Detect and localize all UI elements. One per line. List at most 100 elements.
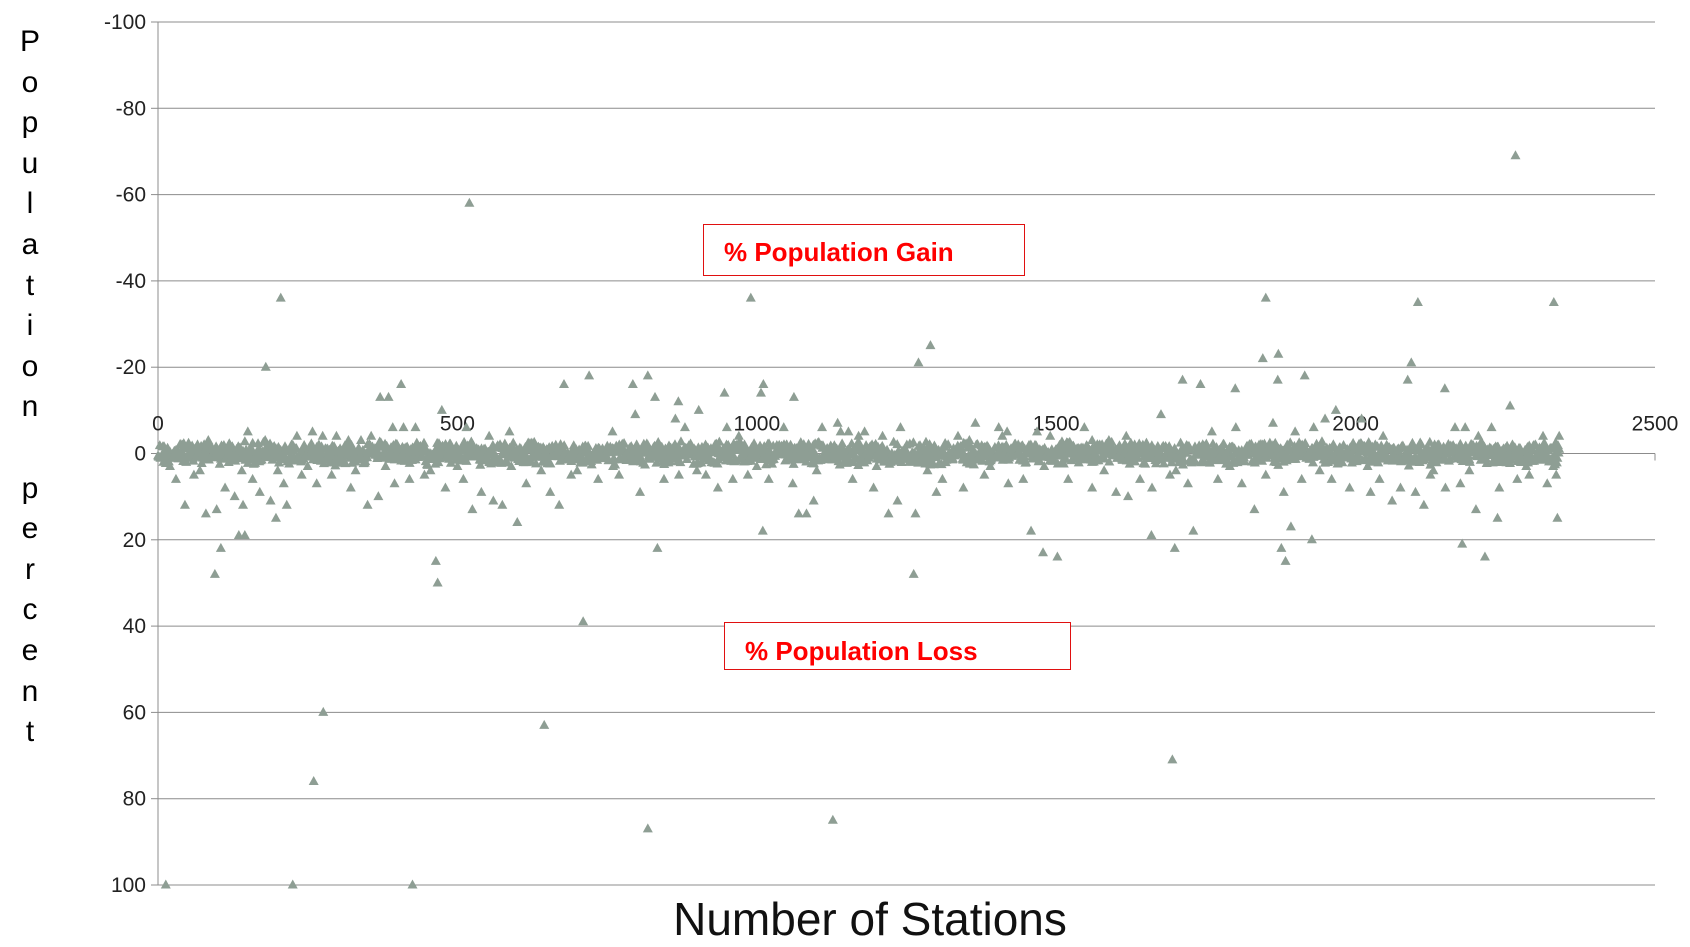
- data-point: [317, 430, 328, 440]
- data-point: [757, 525, 768, 535]
- data-point: [781, 439, 792, 449]
- data-point: [801, 508, 812, 518]
- data-point: [1365, 486, 1376, 496]
- y-tick-label: -20: [116, 356, 146, 379]
- data-point: [650, 391, 661, 401]
- y-axis-title-char: a: [21, 227, 39, 261]
- x-tick-label: 1500: [1033, 413, 1080, 436]
- data-point: [1257, 455, 1268, 465]
- data-point: [1135, 473, 1146, 483]
- data-point: [329, 441, 340, 451]
- data-point: [586, 459, 597, 469]
- data-point: [778, 422, 789, 432]
- data-point: [1018, 473, 1029, 483]
- data-point: [727, 473, 738, 483]
- data-point: [284, 458, 295, 468]
- y-tick-label: -60: [116, 184, 146, 207]
- data-point: [559, 440, 570, 450]
- y-axis-title-char: l: [26, 187, 34, 221]
- data-point: [1407, 437, 1418, 447]
- data-point: [658, 473, 669, 483]
- data-point: [508, 437, 519, 447]
- data-point: [340, 458, 351, 468]
- data-point: [693, 404, 704, 414]
- data-point: [224, 439, 235, 449]
- data-point: [1455, 438, 1466, 448]
- data-point: [811, 465, 822, 475]
- data-point: [539, 719, 550, 729]
- data-point: [1158, 458, 1169, 468]
- data-point: [1439, 383, 1450, 393]
- data-point: [181, 456, 192, 466]
- data-point: [1060, 453, 1071, 463]
- data-point: [307, 426, 318, 436]
- data-point: [859, 426, 870, 436]
- data-point: [1204, 457, 1215, 467]
- data-point: [1551, 469, 1562, 479]
- data-point: [868, 482, 879, 492]
- data-point: [278, 478, 289, 488]
- data-point: [758, 378, 769, 388]
- data-point: [203, 435, 214, 445]
- data-point: [1552, 512, 1563, 522]
- data-point: [272, 465, 283, 475]
- data-point: [1316, 436, 1327, 446]
- data-point: [1001, 439, 1012, 449]
- data-point: [1260, 292, 1271, 302]
- data-point: [458, 473, 469, 483]
- data-point: [1521, 460, 1532, 470]
- data-point: [1099, 453, 1110, 463]
- y-axis-title-char: [8, 428, 52, 469]
- data-point: [1129, 439, 1140, 449]
- data-point: [1045, 430, 1056, 440]
- data-point: [311, 478, 322, 488]
- y-axis-title-char: p: [21, 471, 39, 505]
- data-point: [1073, 457, 1084, 467]
- data-point: [642, 823, 653, 833]
- y-tick-label: 40: [123, 615, 146, 638]
- data-point: [993, 422, 1004, 432]
- data-point: [1428, 465, 1439, 475]
- population-gain-callout: % Population Gain: [703, 224, 1025, 276]
- data-point: [1087, 482, 1098, 492]
- data-point: [387, 422, 398, 432]
- data-point: [308, 775, 319, 785]
- data-point: [1481, 453, 1492, 463]
- data-point: [1290, 453, 1301, 463]
- data-point: [1464, 465, 1475, 475]
- x-tick-labels: 0 500 1000 1500 2000 2500: [152, 413, 1678, 436]
- data-point: [1239, 456, 1250, 466]
- data-point: [1397, 440, 1408, 450]
- data-point: [1155, 409, 1166, 419]
- data-point: [430, 555, 441, 565]
- data-point: [239, 529, 250, 539]
- data-point: [1460, 422, 1471, 432]
- data-point: [196, 457, 207, 467]
- data-point: [1530, 439, 1541, 449]
- data-point: [1464, 456, 1475, 466]
- data-point: [566, 469, 577, 479]
- y-axis-title-char: c: [22, 593, 38, 627]
- data-point: [1146, 529, 1157, 539]
- y-axis-title-char: t: [25, 715, 35, 749]
- data-point: [236, 465, 247, 475]
- data-point: [179, 499, 190, 509]
- data-point: [958, 482, 969, 492]
- data-point: [343, 435, 354, 445]
- data-point: [931, 486, 942, 496]
- data-point: [640, 459, 651, 469]
- x-axis-title: Number of Stations: [673, 893, 1067, 945]
- data-point: [1314, 465, 1325, 475]
- data-point: [1416, 439, 1427, 449]
- data-point: [733, 430, 744, 440]
- data-point: [908, 437, 919, 447]
- data-point: [1230, 383, 1241, 393]
- data-point: [1510, 150, 1521, 160]
- data-point: [584, 370, 595, 380]
- data-point: [837, 438, 848, 448]
- data-point: [188, 469, 199, 479]
- data-point: [1189, 455, 1200, 465]
- data-point: [350, 465, 361, 475]
- data-point: [355, 435, 366, 445]
- data-point: [895, 422, 906, 432]
